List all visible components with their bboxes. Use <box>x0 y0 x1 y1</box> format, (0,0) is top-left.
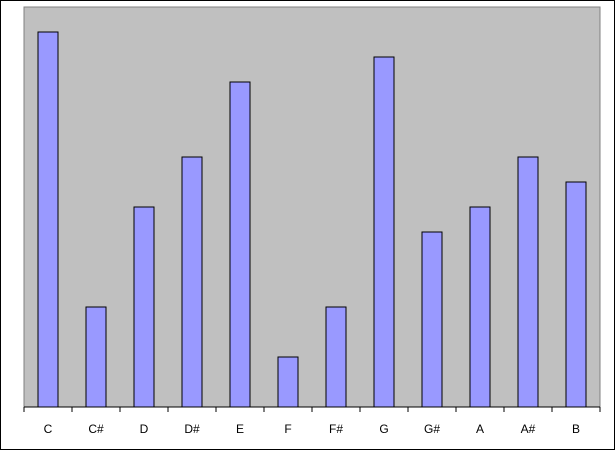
x-tick-label: F <box>284 422 291 436</box>
x-tick-label: E <box>236 422 244 436</box>
bar-b <box>565 181 587 408</box>
x-tick-label: A <box>476 422 484 436</box>
x-tick-label: G# <box>424 422 440 436</box>
bar-c <box>37 31 59 408</box>
bar-a <box>469 206 491 408</box>
x-axis-ticks <box>23 407 601 412</box>
x-tick-label: B <box>572 422 580 436</box>
bar-a-sharp <box>517 156 539 408</box>
x-tick-label: F# <box>329 422 343 436</box>
bar-c-sharp <box>85 306 107 408</box>
x-tick-label: C# <box>88 422 104 436</box>
bar-d <box>133 206 155 408</box>
bar-d-sharp <box>181 156 203 408</box>
x-tick-label: A# <box>521 422 536 436</box>
x-tick-label: G <box>379 422 388 436</box>
bar-e <box>229 81 251 408</box>
x-tick-label: D# <box>184 422 200 436</box>
x-tick-label: D <box>140 422 149 436</box>
x-axis-tick-labels: C C# D D# E F F# G G# A A# B <box>44 422 580 436</box>
bars-group <box>37 31 587 408</box>
bar-g <box>373 56 395 408</box>
bar-f <box>277 356 299 408</box>
bar-f-sharp <box>325 306 347 408</box>
plot-area <box>23 6 601 408</box>
x-tick-label: C <box>44 422 53 436</box>
bar-g-sharp <box>421 231 443 408</box>
